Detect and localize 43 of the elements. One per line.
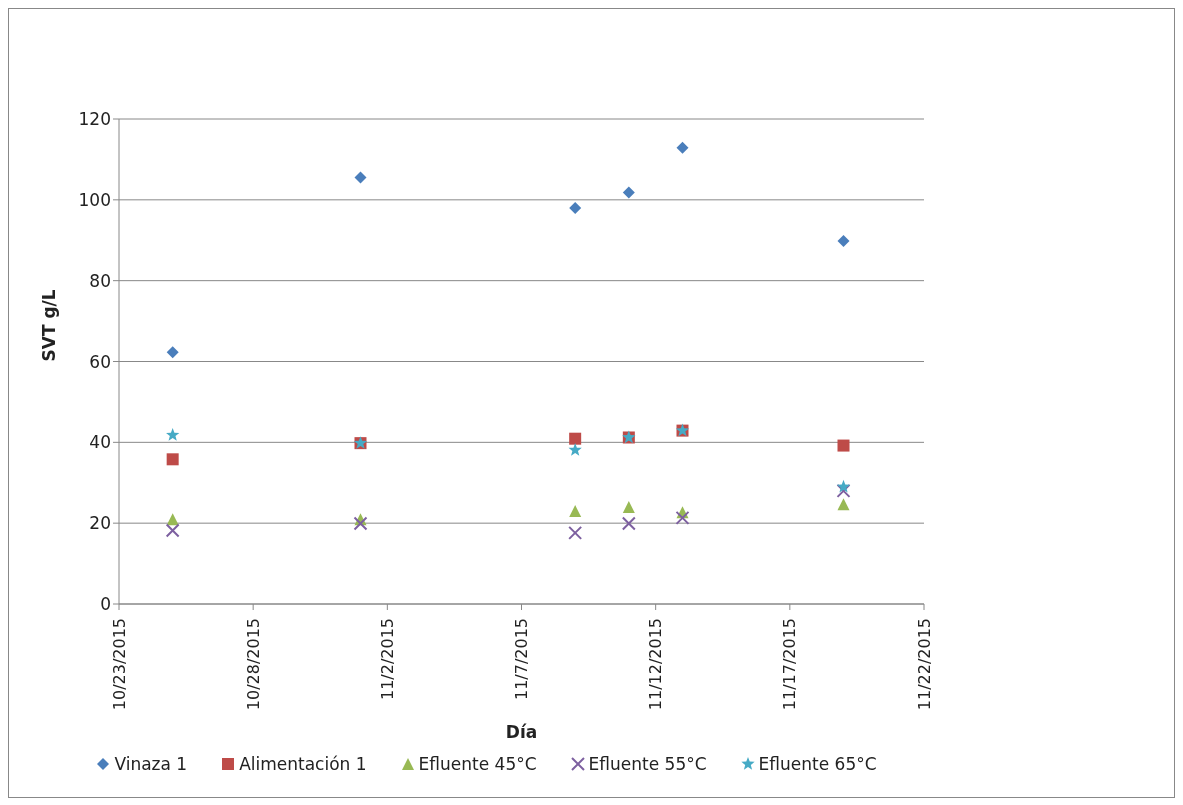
point bbox=[836, 479, 851, 493]
y-tick-label: 120 bbox=[78, 109, 111, 130]
x-tick-label: 11/12/2015 bbox=[646, 618, 666, 711]
point bbox=[353, 516, 368, 531]
x-axis-title: Día bbox=[505, 722, 538, 743]
point bbox=[166, 428, 180, 441]
point bbox=[568, 443, 582, 456]
x-tick-label: 11/7/2015 bbox=[512, 618, 531, 701]
legend-label: Vinaza 1 bbox=[113, 754, 188, 774]
point bbox=[836, 483, 851, 498]
y-tick-label: 80 bbox=[89, 270, 111, 291]
point bbox=[569, 505, 582, 518]
y-tick-label: 100 bbox=[78, 189, 111, 210]
point bbox=[569, 432, 582, 445]
legend-label: Efluente 55°C bbox=[587, 754, 707, 774]
y-tick-label: 0 bbox=[100, 594, 111, 615]
y-tick-label: 20 bbox=[89, 513, 111, 534]
y-tick-label: 40 bbox=[89, 432, 111, 453]
point bbox=[622, 501, 635, 513]
y-axis-title: SVT g/L bbox=[39, 289, 60, 362]
legend-label: Efluente 45°C bbox=[417, 754, 537, 774]
point bbox=[676, 141, 689, 154]
x-tick-label: 10/23/2015 bbox=[109, 618, 129, 711]
point bbox=[166, 513, 179, 526]
x-tick-label: 11/2/2015 bbox=[377, 618, 397, 701]
point bbox=[621, 516, 636, 531]
point bbox=[622, 186, 635, 199]
y-tick-label: 60 bbox=[89, 351, 111, 372]
legend-label: Alimentación 1 bbox=[238, 754, 367, 774]
point bbox=[165, 523, 180, 538]
x-tick-label: 10/28/2015 bbox=[243, 618, 263, 711]
point bbox=[837, 235, 850, 248]
point bbox=[675, 510, 690, 525]
point bbox=[166, 346, 179, 359]
point bbox=[166, 453, 179, 466]
x-tick-label: 11/22/2015 bbox=[914, 618, 934, 711]
point bbox=[354, 171, 367, 184]
x-tick-label: 11/17/2015 bbox=[780, 618, 800, 711]
point bbox=[837, 498, 850, 511]
point bbox=[837, 439, 850, 452]
point bbox=[569, 201, 582, 214]
legend-label: Efluente 65°C bbox=[757, 754, 877, 774]
point bbox=[568, 525, 583, 540]
